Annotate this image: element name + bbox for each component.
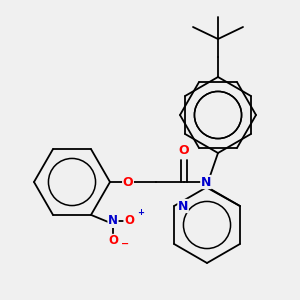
Text: N: N [108, 214, 118, 227]
Text: O: O [124, 214, 134, 227]
Text: O: O [123, 176, 133, 188]
Text: N: N [201, 176, 211, 188]
Text: +: + [137, 208, 144, 217]
Text: O: O [108, 234, 118, 248]
Text: O: O [179, 143, 189, 157]
Text: N: N [178, 200, 188, 212]
Text: −: − [121, 239, 129, 249]
